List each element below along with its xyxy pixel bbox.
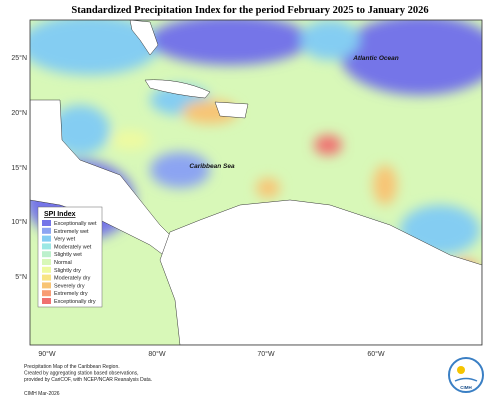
longitude-label: 70°W (257, 350, 275, 358)
latitude-label: 25°N (11, 54, 27, 62)
legend-label: Very wet (54, 237, 76, 243)
legend-label: Moderately dry (54, 276, 91, 282)
legend-swatch (42, 220, 51, 226)
footer-line: provided by CariCOF, with NCEP/NCAR Rean… (24, 377, 152, 383)
legend-swatch (42, 235, 51, 242)
ocean-label: Atlantic Ocean (352, 55, 399, 62)
footer-line: Precipitation Map of the Caribbean Regio… (24, 364, 120, 370)
legend-label: Extremely wet (54, 229, 89, 235)
legend-label: Extremely dry (54, 291, 88, 297)
longitude-label: 60°W (367, 350, 385, 358)
legend-swatch (42, 243, 51, 250)
map-frame (29, 19, 483, 346)
legend-swatch (42, 259, 51, 265)
footer-line: Created by aggregating station based obs… (24, 371, 139, 377)
longitude-label: 90°W (38, 350, 56, 358)
legend-label: Exceptionally wet (54, 221, 97, 227)
footer: Precipitation Map of the Caribbean Regio… (24, 364, 152, 383)
legend-swatch (42, 282, 51, 289)
sea-label: Caribbean Sea (189, 163, 235, 170)
latitude-label: 10°N (11, 218, 27, 226)
legend-label: Moderately wet (54, 244, 92, 250)
legend-swatch (42, 290, 51, 297)
legend-swatch (42, 298, 51, 304)
legend-label: Normal (54, 260, 72, 266)
legend-label: Severely dry (54, 283, 85, 289)
legend: SPI Index Exceptionally wet Extremely wet… (37, 206, 103, 308)
legend-swatch (42, 251, 51, 258)
legend-label: Slightly wet (54, 252, 82, 258)
latitude-label: 15°N (11, 164, 27, 172)
latitude-label: 20°N (11, 109, 27, 117)
logo-text: CIMH (460, 385, 472, 390)
legend-swatch (42, 266, 51, 273)
longitude-label: 80°W (148, 350, 166, 358)
credit: CIMH Mar-2026 (24, 391, 60, 397)
map-title: Standardized Precipitation Index for the… (71, 5, 428, 16)
latitude-label: 5°N (15, 273, 27, 281)
legend-swatch (42, 274, 51, 281)
legend-swatch (42, 227, 51, 234)
legend-title: SPI Index (44, 211, 76, 218)
legend-label: Exceptionally dry (54, 299, 96, 305)
legend-label: Slightly dry (54, 268, 81, 274)
logo: CIMH (448, 357, 484, 393)
